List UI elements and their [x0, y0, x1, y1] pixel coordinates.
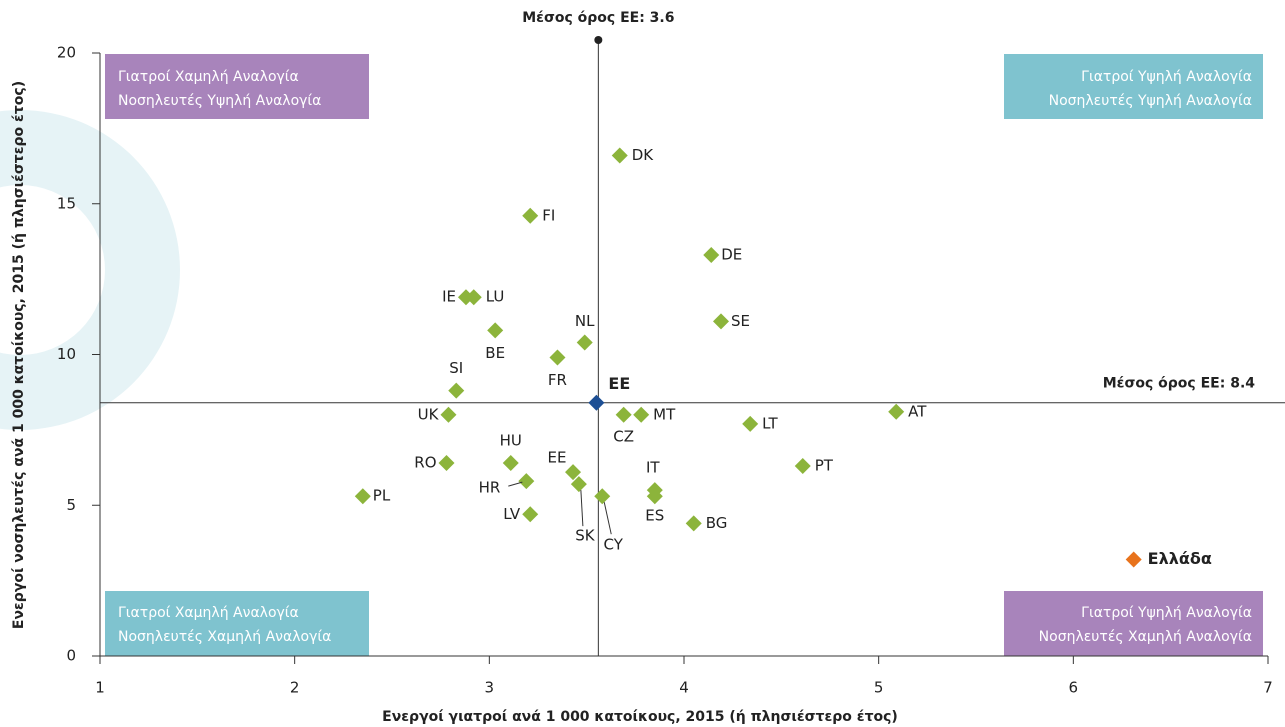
leader-line [508, 481, 523, 487]
point-label: EE [548, 449, 567, 467]
mean-label: Μέσος όρος ΕΕ: 8.4 [1103, 376, 1256, 392]
point-label: SE [731, 312, 750, 330]
point [712, 313, 729, 330]
point [438, 455, 455, 472]
x-tick-label: 1 [95, 679, 105, 697]
point-label: IT [646, 459, 660, 477]
point [502, 455, 519, 472]
point-label: CY [604, 536, 624, 554]
point-label: IE [442, 288, 456, 306]
point-label: LV [503, 505, 521, 523]
x-tick-label: 4 [679, 679, 689, 697]
quadrant-text: Νοσηλευτές Υψηλή Αναλογία [1049, 93, 1252, 109]
point [522, 506, 539, 523]
point [576, 334, 593, 351]
point [354, 488, 371, 505]
point-label: BG [706, 514, 728, 532]
y-axis-title: Ενεργοί νοσηλευτές ανά 1 000 κατοίκους, … [11, 81, 27, 629]
mean-dot [594, 36, 603, 44]
point [549, 349, 566, 366]
leader-line [603, 502, 612, 535]
point [633, 406, 650, 423]
point-label: RO [414, 454, 436, 472]
point [742, 415, 759, 432]
point [794, 458, 811, 475]
point-label: Ελλάδα [1148, 549, 1212, 568]
point-label: UK [418, 405, 440, 423]
point [703, 247, 720, 264]
quadrant-text: Γιατροί Υψηλή Αναλογία [1081, 605, 1252, 621]
point-label: DE [721, 246, 742, 264]
quadrant-box [105, 54, 369, 119]
quadrant-text: Νοσηλευτές Υψηλή Αναλογία [118, 93, 321, 109]
point [685, 515, 702, 532]
point [440, 406, 457, 423]
y-tick-label: 10 [57, 345, 76, 363]
point [588, 394, 605, 411]
x-tick-label: 3 [485, 679, 495, 697]
point-label: MT [653, 405, 676, 423]
y-tick-label: 5 [66, 496, 76, 514]
y-tick-label: 20 [57, 44, 76, 62]
point [611, 147, 628, 164]
point [570, 476, 587, 493]
quadrant-text: Νοσηλευτές Χαμηλή Αναλογία [118, 629, 331, 645]
quadrant-text: Γιατροί Υψηλή Αναλογία [1081, 69, 1252, 85]
point [518, 473, 535, 490]
quadrant-text: Γιατροί Χαμηλή Αναλογία [118, 69, 299, 85]
point [615, 406, 632, 423]
point-label: DK [632, 146, 655, 164]
mean-label: Μέσος όρος ΕΕ: 3.6 [522, 10, 674, 26]
x-tick-label: 7 [1263, 679, 1273, 697]
y-tick-label: 0 [66, 647, 76, 665]
decoration [0, 185, 105, 355]
point [565, 464, 582, 481]
leader-line [580, 490, 584, 527]
point-label: NL [575, 312, 595, 330]
point-label: PT [815, 457, 834, 475]
point-label: SK [575, 527, 596, 545]
quadrant-labels: Γιατροί Χαμηλή Αναλογία Νοσηλευτές Υψηλή… [105, 54, 1263, 656]
point [465, 289, 482, 306]
point-label: AT [908, 402, 927, 420]
point-label: HU [500, 432, 522, 450]
y-tick-label: 15 [57, 194, 76, 212]
point [888, 403, 905, 420]
quadrant-text: Νοσηλευτές Χαμηλή Αναλογία [1039, 629, 1252, 645]
quadrant-box [1004, 591, 1263, 656]
point-label: FR [548, 371, 567, 389]
x-tick-label: 5 [874, 679, 884, 697]
quadrant-box [105, 591, 369, 656]
point [448, 382, 465, 399]
point [522, 207, 539, 224]
point-label: FI [542, 206, 555, 224]
point-label: CZ [613, 427, 634, 445]
point [594, 488, 611, 505]
quadrant-text: Γιατροί Χαμηλή Αναλογία [118, 605, 299, 621]
point-label: PL [373, 487, 391, 505]
point [646, 488, 663, 505]
point [487, 322, 504, 339]
point-label: HR [479, 479, 501, 497]
point-label: EE [608, 374, 630, 393]
x-axis-title: Ενεργοί γιατροί ανά 1 000 κατοίκους, 201… [382, 709, 898, 725]
point-label: SI [449, 359, 463, 377]
x-tick-label: 2 [290, 679, 300, 697]
point-label: BE [485, 344, 505, 362]
point [1125, 551, 1142, 568]
quadrant-box [1004, 54, 1263, 119]
point-label: LT [762, 414, 778, 432]
point-label: LU [486, 288, 505, 306]
x-tick-label: 6 [1069, 679, 1079, 697]
point-label: ES [645, 507, 664, 525]
